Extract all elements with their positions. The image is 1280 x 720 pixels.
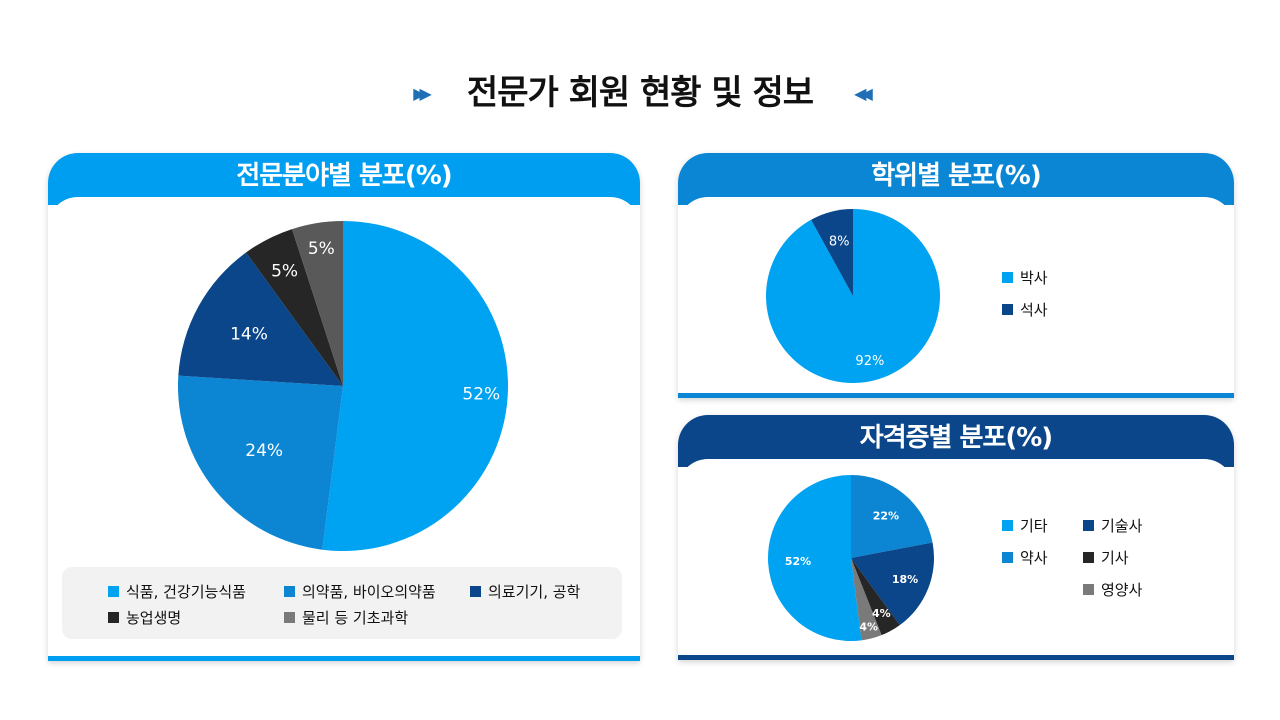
pie-data-label: 52% (462, 385, 500, 405)
card-bottom-bar (678, 655, 1234, 660)
legend-swatch (1002, 272, 1013, 283)
pie-data-label: 92% (855, 354, 884, 369)
pie-slice (811, 209, 853, 296)
pie-slice (768, 475, 862, 641)
pie-data-label: 8% (829, 235, 850, 250)
legend-item: 기타 (1002, 515, 1048, 536)
legend-swatch (470, 586, 481, 597)
pie-data-label: 4% (872, 607, 891, 620)
pie-data-label: 22% (873, 509, 899, 522)
degree-chart-title: 학위별 분포(%) (678, 153, 1234, 205)
degree-pie-chart: 92% 8% (766, 209, 940, 383)
legend-label: 의약품, 바이오의약품 (302, 583, 436, 601)
legend-item: 영양사 (1083, 579, 1142, 600)
legend-label: 의료기기, 공학 (488, 583, 581, 601)
pie-data-label: 4% (859, 621, 878, 634)
field-distribution-card: 전문분야별 분포(%) 52% 24% 14% 5% 5% 식품, 건강기능식품 의약품… (48, 153, 640, 661)
legend-item: 농업생명 (108, 607, 181, 628)
legend-label: 약사 (1020, 549, 1048, 567)
pie-data-label: 24% (245, 441, 283, 461)
pie-slice (178, 375, 343, 550)
legend-swatch (284, 586, 295, 597)
field-pie-chart: 52% 24% 14% 5% 5% (178, 221, 509, 551)
license-distribution-card: 자격증별 분포(%) 22% 18% 4% 4% 52% 기타 기술사 약사 기사 영양… (678, 415, 1234, 660)
legend-item: 기술사 (1083, 515, 1142, 536)
license-chart-body: 22% 18% 4% 4% 52% 기타 기술사 약사 기사 영양사 (678, 459, 1234, 655)
legend-label: 영양사 (1101, 581, 1143, 599)
legend-swatch (1083, 520, 1094, 531)
pie-slice (851, 558, 900, 636)
pie-data-label: 52% (785, 555, 811, 568)
double-arrow-left-icon: ◀◀ (854, 83, 872, 103)
pie-slice (292, 221, 343, 386)
field-chart-title: 전문분야별 분포(%) (48, 153, 640, 205)
pie-slice (178, 252, 343, 386)
pie-slice (322, 221, 509, 551)
card-bottom-bar (48, 656, 640, 661)
field-chart-body: 52% 24% 14% 5% 5% 식품, 건강기능식품 의약품, 바이오의약품 의료기… (48, 197, 640, 656)
legend-swatch (284, 612, 295, 623)
pie-slice (851, 558, 882, 641)
legend-label: 석사 (1020, 301, 1048, 319)
degree-chart-body: 92% 8% 박사 석사 (678, 197, 1234, 393)
degree-distribution-card: 학위별 분포(%) 92% 8% 박사 석사 (678, 153, 1234, 398)
pie-data-label: 5% (308, 239, 335, 259)
legend-item: 약사 (1002, 547, 1048, 568)
legend-label: 기타 (1020, 517, 1048, 535)
legend-label: 농업생명 (126, 609, 182, 627)
legend-item: 물리 등 기초과학 (284, 607, 408, 628)
legend-swatch (1002, 304, 1013, 315)
pie-slice (246, 229, 343, 386)
legend-item: 의료기기, 공학 (470, 581, 580, 602)
legend-swatch (1002, 520, 1013, 531)
legend-label: 식품, 건강기능식품 (126, 583, 246, 601)
pie-slice (851, 542, 934, 626)
pie-data-label: 14% (230, 324, 268, 344)
pie-slice (851, 475, 933, 558)
legend-item: 박사 (1002, 267, 1048, 288)
page-title: 전문가 회원 현황 및 정보 (466, 73, 814, 113)
page-header: ▶▶ 전문가 회원 현황 및 정보 ◀◀ (0, 68, 1280, 118)
field-legend: 식품, 건강기능식품 의약품, 바이오의약품 의료기기, 공학 농업생명 물리 … (62, 567, 622, 639)
legend-swatch (1083, 552, 1094, 563)
card-bottom-bar (678, 393, 1234, 398)
legend-item: 석사 (1002, 299, 1048, 320)
legend-item: 식품, 건강기능식품 (108, 581, 246, 602)
legend-label: 박사 (1020, 269, 1048, 287)
pie-data-label: 18% (892, 573, 918, 586)
license-chart-title: 자격증별 분포(%) (678, 415, 1234, 467)
legend-swatch (1083, 584, 1094, 595)
pie-data-label: 5% (271, 261, 298, 281)
legend-label: 기술사 (1101, 517, 1143, 535)
legend-swatch (108, 612, 119, 623)
legend-swatch (108, 586, 119, 597)
legend-label: 기사 (1101, 549, 1129, 567)
legend-swatch (1002, 552, 1013, 563)
legend-item: 의약품, 바이오의약품 (284, 581, 436, 602)
double-arrow-right-icon: ▶▶ (413, 83, 431, 103)
legend-item: 기사 (1083, 547, 1129, 568)
license-pie-chart: 22% 18% 4%4% 52% (768, 475, 934, 641)
legend-label: 물리 등 기초과학 (302, 609, 409, 627)
